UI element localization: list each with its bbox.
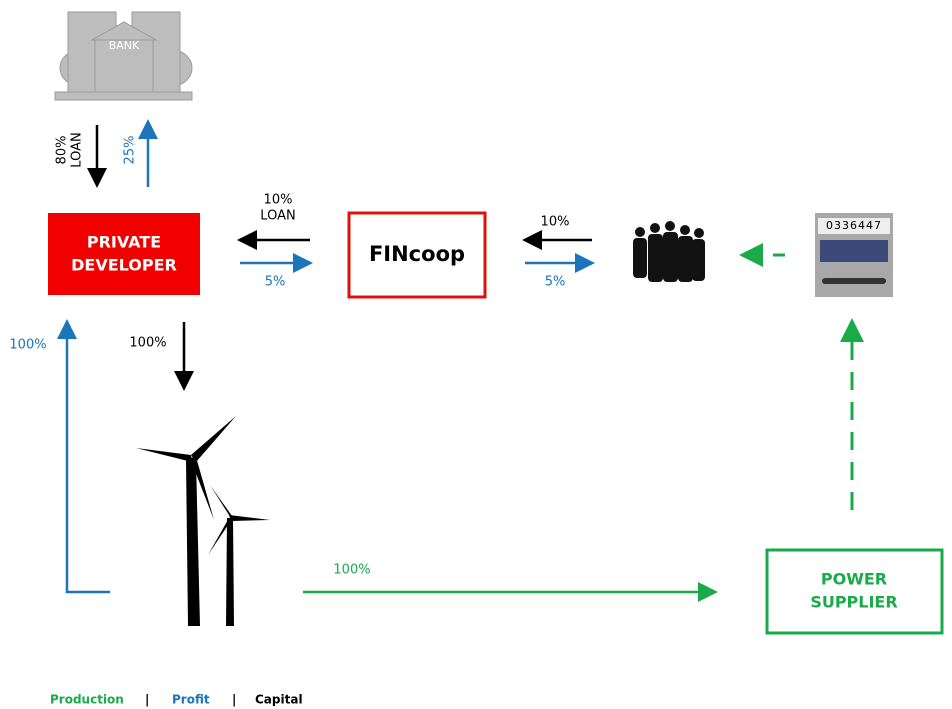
turbine-icon [136, 416, 270, 626]
legend-separator: | [145, 693, 149, 707]
bank-icon: BANK [55, 12, 192, 100]
meter-digits: 0336447 [826, 219, 882, 232]
legend-separator: | [232, 693, 236, 707]
edge-label: 100% [9, 338, 46, 353]
diagram: BANK 80% LOAN 25% PRIVATE DEVELOPER 10% … [0, 0, 952, 709]
edge-label: 100% [333, 563, 370, 578]
edge-label: 100% [129, 336, 166, 351]
people-icon [633, 221, 705, 282]
edge-label: 5% [265, 275, 286, 290]
node-label: SUPPLIER [810, 593, 897, 612]
meter-icon: 0336447 [815, 213, 893, 297]
arrow [67, 324, 110, 592]
edge-label: LOAN [70, 132, 85, 167]
edge-label: 25% [123, 136, 138, 165]
edge-label: 10% [541, 215, 570, 230]
node-label: PRIVATE [87, 233, 161, 252]
legend-item: Production [50, 693, 124, 707]
node-label: POWER [821, 570, 887, 589]
legend-item: Profit [172, 693, 210, 707]
node-label: FINcoop [369, 242, 465, 266]
edge-label: 5% [545, 275, 566, 290]
supplier-box [767, 550, 942, 633]
edge-label: 10% [264, 193, 293, 208]
edge-label: LOAN [260, 209, 295, 224]
node-label: DEVELOPER [71, 256, 177, 275]
developer-box [48, 213, 200, 295]
bank-sign: BANK [109, 39, 140, 52]
legend-item: Capital [255, 693, 303, 707]
edge-label: 80% [55, 136, 70, 165]
